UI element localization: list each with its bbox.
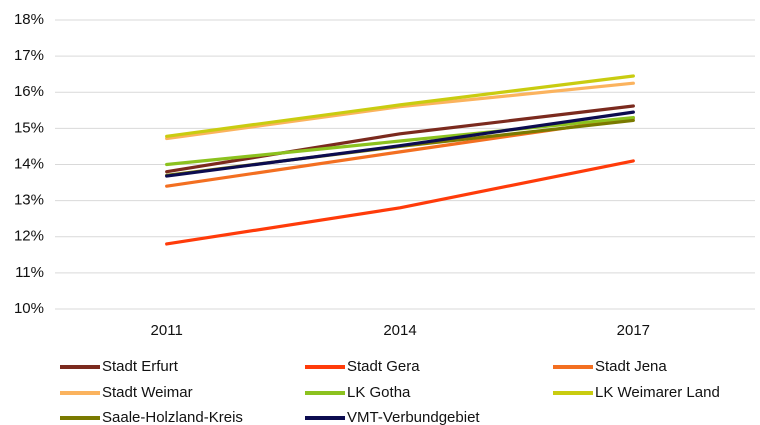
y-tick-label: 15%	[14, 119, 44, 136]
y-tick-label: 16%	[14, 83, 44, 100]
y-tick-label: 10%	[14, 300, 44, 317]
series-line	[165, 81, 635, 141]
series-line	[165, 159, 635, 246]
legend-label: Saale-Holzland-Kreis	[102, 409, 243, 425]
y-tick-label: 14%	[14, 155, 44, 172]
legend-label: Stadt Jena	[595, 358, 667, 375]
legend-label: Stadt Erfurt	[102, 358, 179, 375]
y-tick-label: 12%	[14, 228, 44, 245]
x-tick-label: 2011	[151, 322, 183, 339]
legend-label: LK Weimarer Land	[595, 384, 720, 401]
x-tick-label: 2017	[617, 322, 650, 339]
x-tick-label: 2014	[383, 322, 416, 339]
series-line	[165, 74, 635, 138]
legend-label: VMT-Verbundgebiet	[347, 409, 480, 425]
y-tick-label: 11%	[15, 264, 44, 281]
legend-label: LK Gotha	[347, 384, 411, 401]
series-line	[165, 104, 635, 174]
y-tick-label: 13%	[14, 192, 44, 209]
series-line	[165, 115, 635, 167]
y-tick-label: 18%	[14, 11, 44, 28]
legend-label: Stadt Weimar	[102, 384, 193, 401]
y-tick-label: 17%	[14, 47, 44, 64]
series-line	[165, 110, 635, 178]
legend-label: Stadt Gera	[347, 358, 420, 375]
